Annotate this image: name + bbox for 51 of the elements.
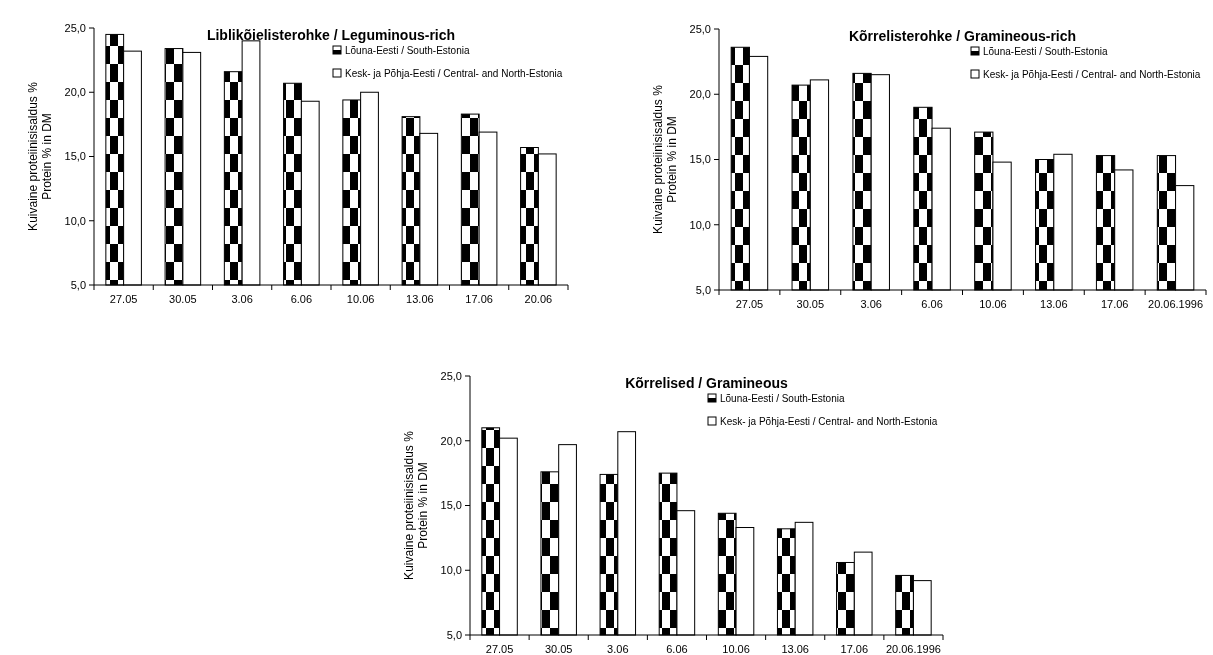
y-tick-label: 15,0 <box>64 150 86 163</box>
x-tick-label: 20.06.1996 <box>885 643 941 655</box>
x-tick-label: 6.06 <box>666 643 688 655</box>
x-tick-label: 3.06 <box>231 293 253 305</box>
x-tick-label: 13.06 <box>1040 298 1068 310</box>
x-tick-label: 17.06 <box>465 293 493 305</box>
legend-label: Kesk- ja Põhja-Eesti / Central- and North-Estonia <box>345 67 563 79</box>
x-tick-label: 13.06 <box>406 293 434 305</box>
x-tick-label: 3.06 <box>860 298 882 310</box>
legend-label: Kesk- ja Põhja-Eesti / Central- and North-Estonia <box>983 68 1201 80</box>
legend-label: Kesk- ja Põhja-Eesti / Central- and North-Estonia <box>720 415 938 427</box>
y-tick-label: 20,0 <box>64 86 86 99</box>
x-tick-label: 30.05 <box>544 643 573 655</box>
y-tick-label: 10,0 <box>64 214 86 227</box>
y-tick-label: 15,0 <box>440 499 462 512</box>
x-tick-label: 17.06 <box>840 643 869 655</box>
x-tick-label: 30.05 <box>169 293 197 305</box>
y-axis-title: Kuivaine proteiinisisaldus % Protein % in DM <box>650 84 680 234</box>
chart-title: Kõrrelised / Gramineous <box>625 375 789 391</box>
y-tick-label: 25,0 <box>689 22 711 35</box>
x-tick-label: 10.06 <box>979 298 1007 310</box>
x-tick-label: 3.06 <box>607 643 629 655</box>
y-tick-label: 5,0 <box>446 628 462 641</box>
x-tick-label: 30.05 <box>796 298 825 310</box>
x-tick-label: 6.06 <box>290 293 313 305</box>
chart-title: Liblikõielisterohke / Leguminous-rich <box>206 27 456 43</box>
y-tick-label: 5,0 <box>695 283 711 296</box>
y-tick-label: 15,0 <box>689 153 711 166</box>
legend-label: Lõuna-Eesti / South-Estonia <box>345 44 470 56</box>
x-tick-label: 13.06 <box>781 643 809 655</box>
y-tick-label: 20,0 <box>440 434 462 447</box>
x-tick-label: 20.06.1996 <box>1148 298 1204 310</box>
x-tick-label: 6.06 <box>921 298 943 310</box>
x-tick-label: 10.06 <box>722 643 750 655</box>
y-tick-label: 20,0 <box>689 88 711 101</box>
chart-title: Kõrrelisterohke / Gramineous-rich <box>848 28 1077 44</box>
x-tick-label: 17.06 <box>1100 298 1129 310</box>
y-tick-label: 10,0 <box>689 218 711 231</box>
y-tick-label: 10,0 <box>440 564 462 577</box>
y-axis-title: Kuivaine proteiinisisaldus % Protein % in DM <box>401 430 431 580</box>
x-tick-label: 27.05 <box>485 643 514 655</box>
y-axis-title: Kuivaine proteiinisisaldus % Protein % in DM <box>25 81 55 231</box>
y-tick-label: 25,0 <box>64 21 86 34</box>
y-tick-label: 5,0 <box>70 278 86 291</box>
legend-label: Lõuna-Eesti / South-Estonia <box>983 45 1108 57</box>
x-tick-label: 27.05 <box>109 293 138 305</box>
legend-label: Lõuna-Eesti / South-Estonia <box>720 392 845 404</box>
x-tick-label: 10.06 <box>346 293 375 305</box>
x-tick-label: 20.06 <box>524 293 553 305</box>
y-tick-label: 25,0 <box>440 369 462 382</box>
x-tick-label: 27.05 <box>735 298 764 310</box>
